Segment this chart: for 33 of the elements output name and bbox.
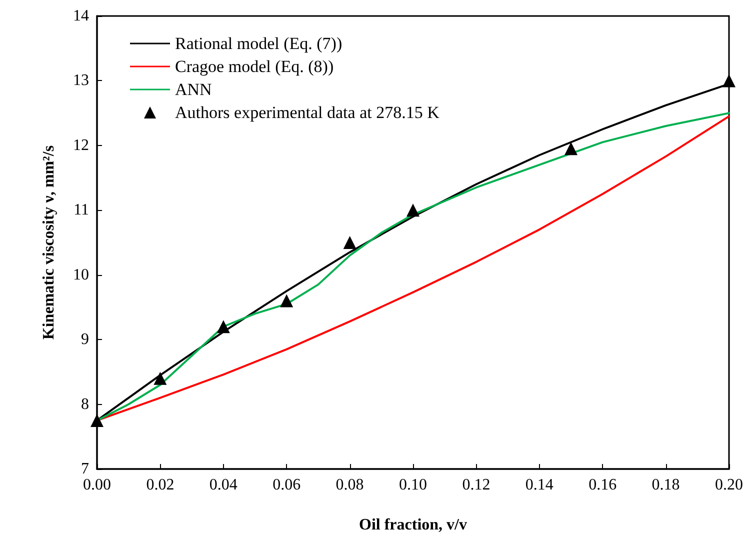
legend-label: ANN — [175, 80, 212, 99]
point — [90, 414, 104, 427]
x-tick-label: 0.04 — [209, 476, 238, 494]
y-tick-label: 13 — [73, 72, 89, 90]
legend-label: Cragoe model (Eq. (8)) — [175, 57, 334, 76]
point — [406, 204, 420, 217]
y-tick-label: 8 — [81, 396, 89, 413]
point — [564, 142, 578, 156]
point — [154, 372, 167, 385]
y-tick-label: 10 — [73, 266, 89, 284]
x-tick-label: 0.20 — [715, 476, 743, 494]
x-tick-label: 0.06 — [272, 476, 301, 494]
x-tick-label: 0.10 — [399, 476, 427, 494]
x-tick-label: 0.00 — [83, 476, 111, 494]
y-tick-label: 11 — [74, 202, 89, 219]
x-tick-label: 0.16 — [588, 476, 617, 494]
y-tick-label: 7 — [81, 460, 89, 478]
x-tick-label: 0.02 — [146, 476, 174, 494]
point — [722, 74, 736, 88]
point — [280, 294, 294, 308]
x-tick-label: 0.12 — [462, 476, 490, 494]
y-tick-label: 14 — [73, 8, 89, 24]
x-axis-title: Oil fraction, v/v — [359, 516, 467, 534]
point — [216, 320, 230, 334]
y-axis-title: Kinematic viscosity ν, mm²/s — [40, 145, 58, 340]
x-tick-label: 0.14 — [525, 476, 554, 494]
x-tick-label: 0.08 — [336, 476, 364, 494]
legend-label: Rational model (Eq. (7)) — [175, 34, 342, 53]
y-tick-label: 9 — [81, 331, 89, 348]
point — [343, 236, 356, 249]
legend-label: Authors experimental data at 278.15 K — [175, 103, 440, 122]
y-tick-label: 12 — [73, 136, 89, 154]
x-tick-label: 0.18 — [652, 476, 680, 494]
